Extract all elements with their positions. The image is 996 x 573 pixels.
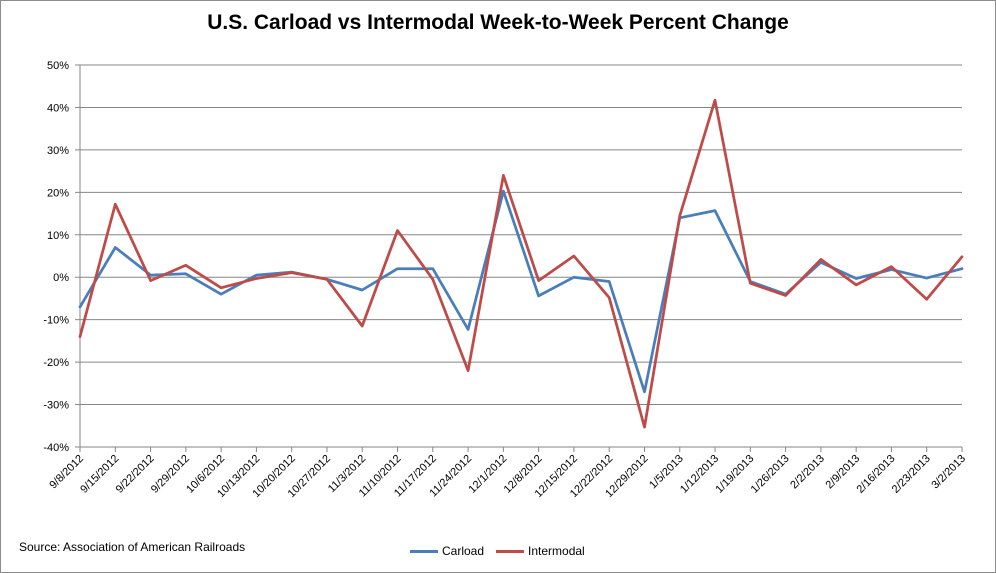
legend-item-carload: Carload <box>410 544 484 558</box>
y-tick-label: 50% <box>47 60 69 72</box>
y-tick-label: 20% <box>47 187 69 199</box>
legend-swatch-carload <box>410 549 438 553</box>
x-tick-label: 3/2/2013 <box>929 453 968 492</box>
series-line-carload <box>78 189 964 394</box>
chart-title: U.S. Carload vs Intermodal Week-to-Week … <box>207 11 789 34</box>
x-tick-label: 2/2/2013 <box>788 453 827 492</box>
y-tick-label: -20% <box>43 357 69 369</box>
legend-item-intermodal: Intermodal <box>496 544 585 558</box>
legend-label-intermodal: Intermodal <box>528 544 585 558</box>
y-tick-label: -30% <box>43 400 69 412</box>
legend-swatch-intermodal <box>496 549 525 553</box>
y-tick-label: -40% <box>43 442 69 454</box>
legend: Carload Intermodal <box>410 544 597 558</box>
y-tick-label: 10% <box>47 230 69 242</box>
source-note: Source: Association of American Railroad… <box>19 540 246 554</box>
x-tick-label: 2/23/2013 <box>890 453 933 496</box>
y-tick-label: -10% <box>43 315 69 327</box>
y-tick-label: 40% <box>47 102 69 114</box>
legend-label-carload: Carload <box>442 544 485 558</box>
y-tick-label: 0% <box>53 272 69 284</box>
y-tick-label: 30% <box>47 145 69 157</box>
series-line-intermodal <box>78 98 964 429</box>
x-tick-label: 1/26/2013 <box>749 453 792 496</box>
